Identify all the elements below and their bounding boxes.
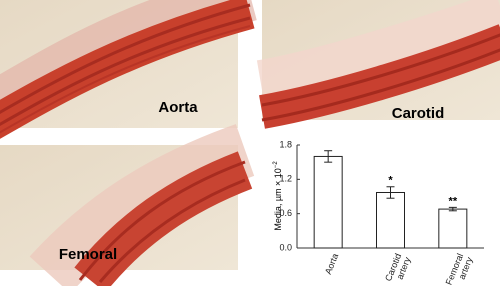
significance-label: ** <box>449 195 458 207</box>
bar <box>313 155 343 249</box>
y-tick-label: 0.0 <box>279 242 292 252</box>
panel-label: Carotid <box>392 105 445 122</box>
y-tick-label: 1.2 <box>279 174 292 184</box>
y-tick-label: 1.8 <box>279 139 292 149</box>
femoral-image <box>0 124 255 286</box>
y-tick-label: 0.6 <box>279 208 292 218</box>
panel-label: Femoral <box>59 246 117 263</box>
bar <box>438 208 468 249</box>
y-axis-label: Media, µm × 10−2 <box>273 161 284 231</box>
significance-label: * <box>388 175 393 187</box>
aorta-image <box>0 0 257 139</box>
bar <box>376 191 405 249</box>
panel-label: Aorta <box>158 99 198 116</box>
carotid-image <box>256 0 500 129</box>
